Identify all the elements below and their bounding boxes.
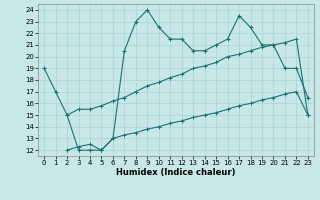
X-axis label: Humidex (Indice chaleur): Humidex (Indice chaleur)	[116, 168, 236, 177]
